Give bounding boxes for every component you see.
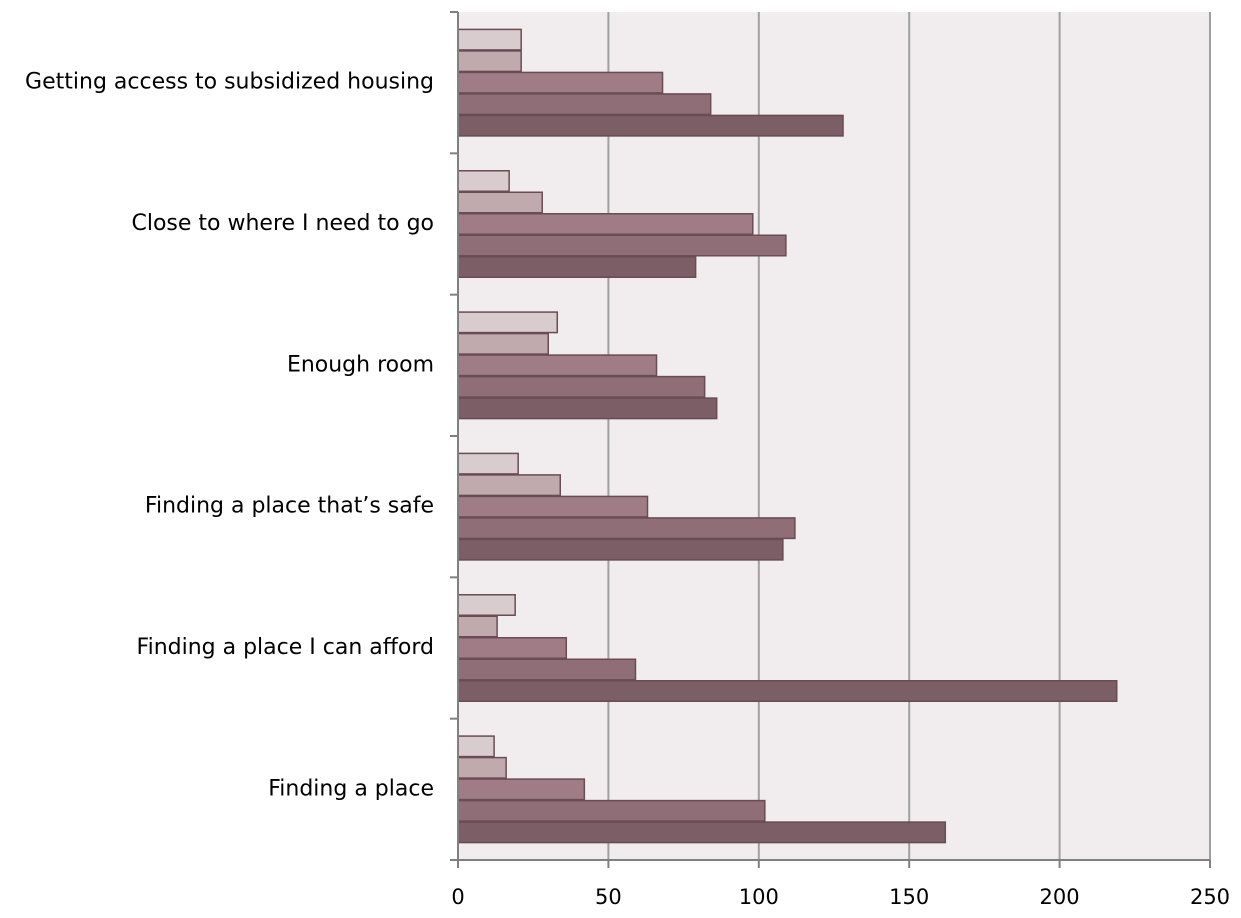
bar [457, 680, 1118, 702]
bar [457, 517, 796, 540]
category-labels: Getting access to subsidized housing Clos… [25, 70, 434, 802]
x-tick-label: 150 [889, 885, 929, 909]
category-label: Enough room [287, 352, 434, 377]
category-label: Finding a place [268, 776, 434, 801]
bar [457, 821, 947, 844]
bar [457, 93, 712, 116]
bar [457, 71, 664, 94]
bar [457, 375, 706, 398]
x-tick-label: 200 [1040, 885, 1080, 909]
bar [457, 256, 697, 278]
bar [457, 495, 649, 518]
bar [457, 50, 522, 73]
x-tick-label: 100 [739, 885, 779, 909]
bar [457, 735, 495, 758]
bar [457, 28, 522, 51]
grid-lines [607, 12, 1211, 860]
bar [457, 756, 507, 779]
bar [457, 538, 784, 561]
category-label: Getting access to subsidized housing [25, 70, 434, 95]
bar [457, 474, 562, 497]
bar [457, 332, 549, 355]
category-label: Close to where I need to go [131, 211, 434, 236]
bar [457, 778, 586, 801]
bar [457, 637, 568, 659]
bar [457, 311, 559, 334]
bar [457, 234, 787, 257]
category-label: Finding a place that’s safe [145, 494, 434, 519]
bar [457, 114, 844, 137]
x-tick-label: 50 [595, 885, 622, 909]
bar [457, 615, 498, 638]
bar [457, 170, 510, 192]
x-tick-label: 250 [1190, 885, 1230, 909]
bar [457, 799, 766, 822]
bar [457, 594, 516, 616]
bar [457, 658, 637, 681]
x-tick-label: 0 [451, 885, 464, 909]
bar [457, 452, 519, 475]
axes [450, 11, 1211, 868]
bar [457, 191, 543, 214]
x-tick-labels: 0 50 100 150 200 250 [451, 885, 1230, 909]
plot-background [458, 12, 1210, 860]
bar [457, 354, 658, 377]
category-label: Finding a place I can afford [137, 635, 434, 660]
bars [457, 28, 1118, 844]
bar [457, 397, 718, 420]
bar [457, 213, 754, 235]
